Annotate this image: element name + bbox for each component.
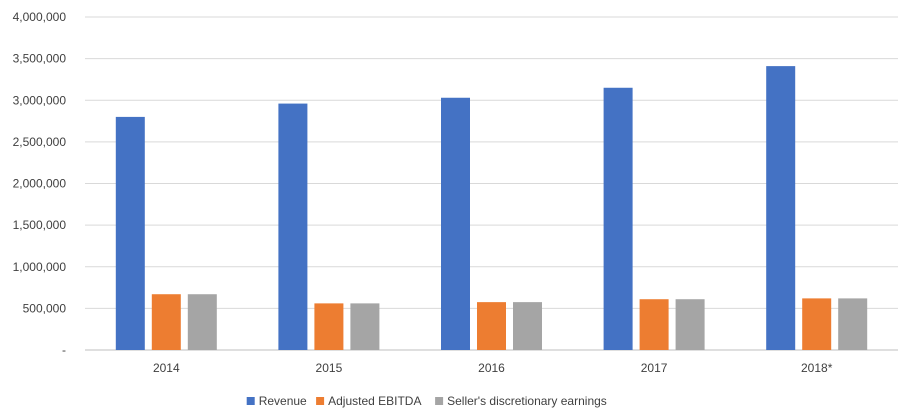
y-axis-tick-labels: - 500,000 1,000,000 1,500,000 2,000,000 2,500… [13, 10, 67, 357]
y-tick-label: 1,000,000 [13, 260, 67, 274]
legend-swatch [246, 397, 255, 405]
bar-adjusted-ebitda-2017 [639, 299, 669, 350]
bar-revenue-2016 [441, 97, 470, 350]
x-axis: 2014 2015 2016 2017 2018* [153, 361, 833, 375]
y-tick-label: 1,500,000 [13, 218, 67, 232]
bar-adjusted-ebitda-2014 [151, 294, 181, 350]
legend-label: Revenue [259, 394, 307, 408]
bar-revenue-2018 [766, 66, 796, 351]
bar-adjusted-ebitda-2018 [802, 298, 832, 350]
y-tick-label: - [62, 343, 66, 357]
y-tick-label: 500,000 [23, 301, 67, 315]
bars [115, 66, 868, 351]
bar-adjusted-ebitda-2015 [314, 303, 344, 350]
x-tick-label: 2018* [801, 361, 833, 375]
bar-revenue-2015 [278, 103, 308, 350]
legend-label: Adjusted EBITDA [328, 394, 421, 408]
bar-seller-s-discretionary-earnings-2017 [675, 299, 705, 350]
legend: Revenue Adjusted EBITDA Seller's discretio… [246, 394, 607, 408]
x-tick-label: 2014 [153, 361, 180, 375]
bar-revenue-2017 [603, 87, 633, 350]
legend-label: Seller's discretionary earnings [447, 394, 607, 408]
legend-swatch [435, 397, 444, 405]
x-tick-label: 2015 [316, 361, 343, 375]
bar-revenue-2014 [115, 116, 145, 351]
bar-seller-s-discretionary-earnings-2015 [350, 303, 380, 350]
y-tick-label: 3,500,000 [13, 52, 67, 66]
bar-seller-s-discretionary-earnings-2018 [838, 298, 868, 350]
bar-seller-s-discretionary-earnings-2014 [187, 294, 217, 350]
legend-swatch [316, 397, 325, 405]
bar-adjusted-ebitda-2016 [477, 302, 506, 350]
x-tick-label: 2016 [478, 361, 505, 375]
y-tick-label: 4,000,000 [13, 10, 67, 24]
bar-seller-s-discretionary-earnings-2016 [513, 302, 542, 350]
x-tick-label: 2017 [641, 361, 668, 375]
gridlines [85, 16, 898, 351]
y-tick-label: 2,500,000 [13, 135, 67, 149]
y-tick-label: 3,000,000 [13, 93, 67, 107]
y-tick-label: 2,000,000 [13, 177, 67, 191]
